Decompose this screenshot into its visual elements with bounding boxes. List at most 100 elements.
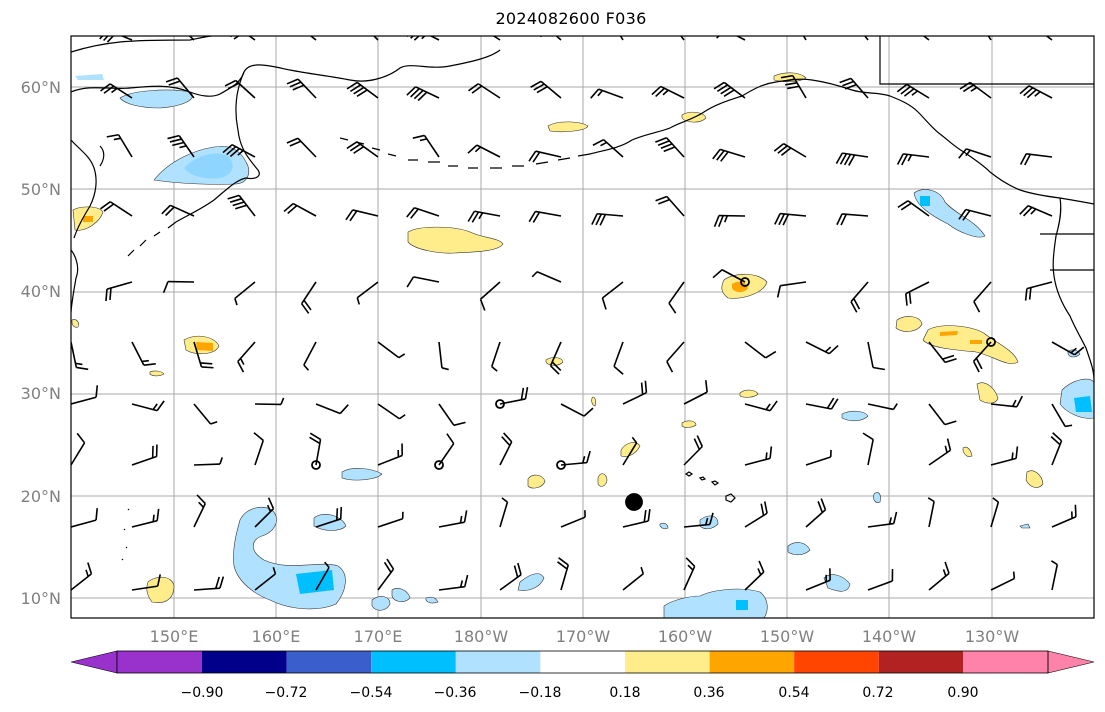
wind-barb — [683, 380, 708, 405]
wind-barb — [897, 200, 930, 217]
wind-barb — [315, 403, 349, 415]
wind-barb — [712, 36, 746, 41]
wind-barb — [560, 403, 594, 417]
wind-barb — [131, 574, 162, 591]
wind-barb — [780, 74, 807, 99]
wind-barb — [283, 202, 317, 217]
wind-barb — [300, 281, 317, 314]
wind-barb — [438, 574, 469, 591]
wind-barb — [655, 137, 685, 158]
colorbar-extend-high — [1047, 650, 1095, 674]
colorbar-segment — [963, 651, 1048, 673]
wind-barb — [774, 212, 807, 226]
wind-barb — [622, 380, 648, 405]
wind-barb — [377, 443, 403, 466]
wind-barb — [990, 395, 1023, 408]
lon-label: 160°E — [252, 627, 301, 646]
wind-barb — [193, 576, 225, 591]
lon-label: 140°W — [862, 627, 917, 646]
wind-barb — [467, 144, 501, 158]
wind-barb — [499, 497, 509, 528]
colorbar-tick-label: 0.72 — [862, 685, 893, 701]
wind-barb — [744, 560, 765, 591]
wind-barb — [592, 139, 624, 158]
wind-barb — [683, 512, 714, 528]
wind-barb — [904, 281, 930, 306]
wind-barb — [438, 510, 468, 528]
wind-barb — [71, 156, 72, 157]
wind-barb — [71, 214, 72, 216]
wind-barb — [655, 195, 685, 217]
filled-circle-marker — [625, 493, 643, 511]
wind-barb — [1019, 85, 1053, 99]
wind-barb — [253, 432, 265, 466]
map-border — [70, 35, 1095, 619]
wind-barb — [1050, 432, 1063, 466]
wind-barb — [862, 432, 874, 466]
open-circle-marker — [740, 277, 750, 287]
longitude-labels: 150°E 160°E 170°E 180°W 170°W 160°W 150°… — [150, 627, 1020, 646]
colorbar-tick-labels: −0.90 −0.72 −0.54 −0.36 −0.18 0.18 0.36 … — [181, 685, 979, 701]
lat-label: 30°N — [21, 384, 61, 403]
wind-barb — [1019, 204, 1053, 217]
wind-barb — [959, 81, 992, 99]
wind-barb — [850, 281, 869, 313]
wind-barb — [254, 497, 275, 528]
wind-barb — [377, 558, 395, 591]
wind-barb — [805, 568, 831, 591]
wind-barb — [539, 36, 562, 41]
wind-barb — [622, 436, 638, 466]
wind-barb — [499, 562, 522, 591]
wind-barb — [71, 341, 89, 371]
wind-barb — [131, 508, 160, 528]
wind-barb — [309, 36, 317, 41]
colorbar-outline — [116, 650, 1049, 674]
wind-barb — [896, 83, 930, 99]
wind-barb — [193, 341, 214, 369]
wind-barb — [406, 206, 440, 219]
wind-barb — [345, 209, 379, 222]
wind-barb — [71, 432, 86, 466]
wind-barb — [805, 397, 839, 410]
wind-barb — [835, 152, 869, 166]
wind-barb — [71, 385, 99, 405]
colorbar-tick-label: 0.18 — [609, 685, 640, 701]
wind-barb — [622, 509, 651, 528]
wind-barb — [315, 561, 330, 591]
wind-barb — [591, 212, 624, 226]
wind-barb — [928, 341, 957, 364]
lon-label: 150°E — [150, 627, 199, 646]
wind-barb — [377, 403, 406, 420]
open-circle-marker — [495, 399, 505, 409]
wind-barb — [601, 281, 624, 310]
colorbar-extend-low — [70, 650, 118, 674]
coastlines — [71, 36, 1094, 561]
wind-barb — [230, 36, 256, 41]
open-circle-marker — [311, 460, 321, 470]
wind-barb — [222, 144, 256, 158]
wind-barb — [100, 83, 133, 99]
colorbar-segment — [371, 651, 456, 673]
wind-barb — [406, 86, 440, 102]
wind-barb — [71, 508, 98, 528]
wind-barb — [131, 341, 156, 366]
wind-barb — [1050, 560, 1059, 591]
colorbar-tick-label: 0.54 — [778, 685, 809, 701]
wind-barb — [867, 341, 886, 371]
wind-barb — [377, 341, 406, 359]
lat-label: 60°N — [21, 78, 61, 97]
wind-barb — [188, 36, 195, 41]
wind-barb — [666, 341, 685, 373]
lon-label: 170°W — [556, 627, 611, 646]
open-circle-marker — [986, 337, 996, 347]
wind-barb — [193, 494, 206, 528]
wind-barb — [712, 148, 746, 162]
wind-barb — [867, 403, 898, 411]
wind-barb — [922, 36, 930, 41]
wind-barb — [928, 403, 957, 426]
wind-barb — [100, 201, 133, 217]
wind-barb — [346, 81, 379, 99]
wind-barb — [528, 210, 562, 223]
wind-barb — [958, 148, 992, 159]
colorbar-tick-label: 0.90 — [947, 685, 978, 701]
